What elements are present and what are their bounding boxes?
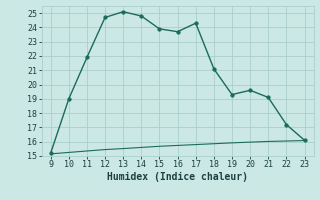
X-axis label: Humidex (Indice chaleur): Humidex (Indice chaleur) <box>107 172 248 182</box>
